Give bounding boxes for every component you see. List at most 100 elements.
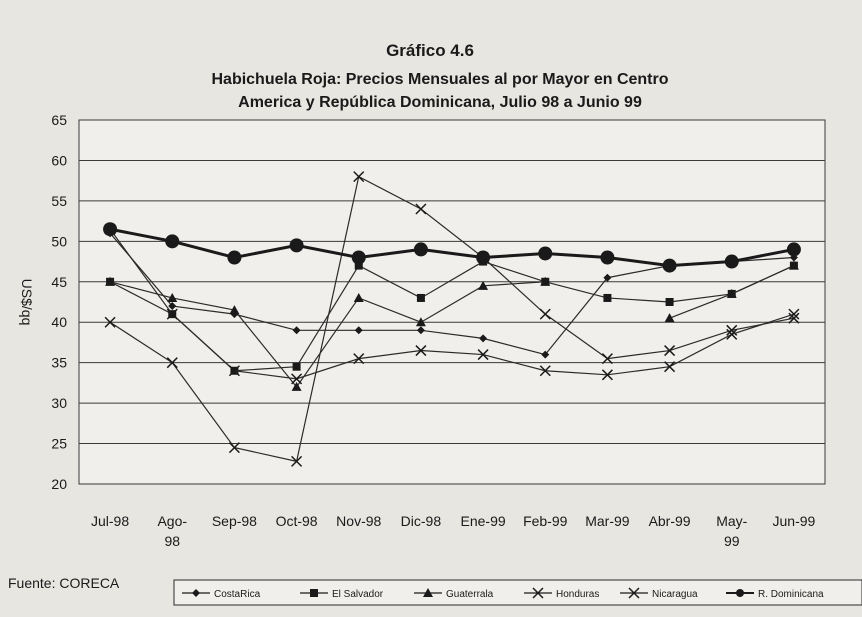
series-r-dominicana [103,222,801,273]
data-point [423,588,433,597]
data-point [664,361,676,373]
legend-item: Guaterrala [414,588,494,600]
y-tick-label: 40 [51,314,67,330]
data-point [354,326,363,335]
data-point [603,273,612,282]
plot-area [78,119,826,485]
data-point [628,587,640,599]
data-point [192,589,200,597]
data-point [665,298,674,306]
data-point [601,369,613,381]
y-tick-label: 50 [51,233,67,249]
data-point [292,326,301,335]
legend-item: Nicaragua [620,587,698,600]
y-tick-label: 65 [51,112,67,128]
data-point [291,373,303,385]
legend-label: CostaRica [214,589,261,600]
legend-item: El Salvador [300,589,384,600]
x-axis-ticks: Jul-98 Ago-98 Sep-98 Oct-98 Nov-98 Dic-98 Ene-… [91,513,816,549]
data-point [736,589,744,597]
legend: CostaRica El Salvador Guaterrala Honduras Ni… [182,587,824,600]
data-point [662,258,677,273]
source-label: Fuente: CORECA [8,575,120,591]
series-line [109,281,546,388]
data-point [415,345,427,357]
chart-subtitle-line-1: Habichuela Roja: Precios Mensuales al po… [211,71,668,88]
chart-title: Gráfico 4.6 [386,41,474,60]
series-line [109,227,795,268]
series-line [109,175,795,463]
data-point [167,292,178,302]
legend-item: R. Dominicana [726,589,824,600]
legend-item: CostaRica [182,589,261,600]
data-point [228,365,240,377]
data-point [165,234,180,249]
legend-item: Honduras [524,587,599,600]
data-point [415,317,426,327]
data-point [538,246,553,261]
x-tick-label: Oct-98 [276,513,318,529]
y-axis-ticks: 20 25 30 35 40 45 50 55 60 65 [51,112,67,492]
data-point [477,349,489,361]
data-point [726,288,737,298]
data-point [541,350,550,359]
data-point [104,316,116,328]
data-point [353,353,365,365]
data-point [168,302,177,311]
data-point [664,345,676,357]
data-point [476,250,491,265]
y-tick-label: 60 [51,152,67,168]
y-tick-label: 55 [51,193,67,209]
data-point [105,276,116,286]
data-point [292,362,301,371]
data-point [289,238,304,253]
legend-label: Guaterrala [446,589,494,600]
y-tick-label: 20 [51,476,67,492]
x-tick-label: Mar-99 [585,513,630,529]
data-point [351,250,366,265]
data-point [603,293,612,302]
data-point [291,455,303,467]
y-tick-label: 30 [51,395,67,411]
y-tick-label: 25 [51,436,67,452]
y-tick-label: 35 [51,355,67,371]
x-tick-label: Jun-99 [773,513,816,529]
legend-label: R. Dominicana [758,589,824,600]
data-point [539,308,551,320]
data-point [664,313,675,323]
y-tick-label: 45 [51,274,67,290]
data-point [478,280,489,290]
data-point [166,308,178,320]
data-point [532,587,544,599]
legend-label: Nicaragua [652,589,698,600]
data-point [724,254,739,269]
data-point [310,589,318,597]
series-line [109,228,795,380]
data-point [416,293,425,302]
data-point [600,250,615,265]
data-point [353,292,364,302]
data-point [291,381,302,391]
x-tick-label: Abr-99 [649,513,691,529]
series-nicaragua [104,223,800,385]
data-point [479,334,488,343]
data-point [354,261,363,270]
x-tick-label: May-99 [716,513,747,549]
data-point [228,442,240,454]
data-point [540,276,551,286]
legend-label: Honduras [556,589,599,600]
data-point [601,353,613,365]
data-point [788,308,800,320]
x-tick-label: Jul-98 [91,513,129,529]
legend-label: El Salvador [332,589,384,600]
y-axis-label: US$/qq [19,279,35,326]
x-tick-label: Feb-99 [523,513,568,529]
grid-lines [79,119,825,485]
x-tick-label: Sep-98 [212,513,257,529]
x-tick-label: Ene-99 [461,513,506,529]
chart-subtitle-line-2: America y República Dominicana, Julio 98… [238,94,642,111]
data-point [726,328,738,340]
data-point [227,250,242,265]
data-point [353,171,365,183]
